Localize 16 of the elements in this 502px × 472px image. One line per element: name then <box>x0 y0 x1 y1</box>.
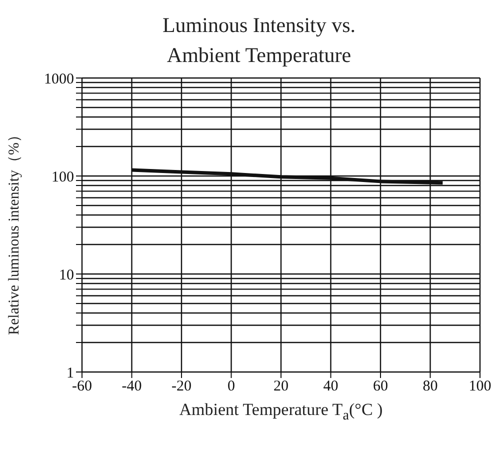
y-tick-label: 1 <box>66 365 74 382</box>
x-tick-label: 20 <box>274 378 288 395</box>
x-tick-label: 60 <box>373 378 388 395</box>
x-tick-label: 40 <box>323 378 338 395</box>
x-tick-label: 0 <box>228 378 235 395</box>
y-axis-title: Relative luminous intensity（%） <box>6 128 22 335</box>
x-tick-label: -40 <box>122 378 142 395</box>
y-tick-label: 10 <box>59 267 74 284</box>
x-axis-title: Ambient Temperature T$_{a}$(°C ) <box>178 400 384 424</box>
y-tick-label: 1000 <box>44 71 74 88</box>
x-tick-label: 80 <box>422 378 438 395</box>
chart-title: Luminous Intensity vs. Ambient Temperature <box>161 12 357 69</box>
x-tick-label: -60 <box>72 378 92 395</box>
y-tick-label: 100 <box>52 169 74 186</box>
x-tick-label: -20 <box>172 378 192 395</box>
x-tick-label: 100 <box>468 378 492 395</box>
